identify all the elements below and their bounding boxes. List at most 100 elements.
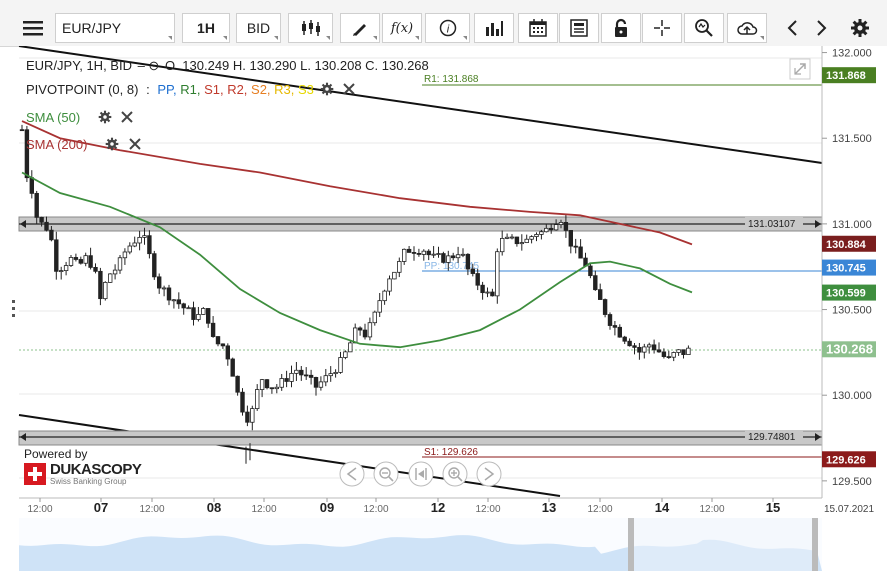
- gear-icon[interactable]: [105, 137, 119, 154]
- candle: [539, 229, 544, 240]
- close-icon[interactable]: [121, 111, 134, 126]
- drawing-pen-icon[interactable]: [340, 13, 380, 43]
- reset-zoom-icon[interactable]: [408, 461, 434, 487]
- upper-channel-line[interactable]: [18, 46, 823, 164]
- svg-text:130.268: 130.268: [826, 341, 873, 356]
- news-icon[interactable]: [559, 13, 599, 43]
- upper-band-label: 131.03107: [748, 219, 796, 230]
- hour-label: 12:00: [587, 504, 612, 515]
- candle: [578, 239, 583, 259]
- lock-icon[interactable]: [601, 13, 641, 43]
- pivot-legend[interactable]: PIVOTPOINT (0, 8) : PP, R1, S1, R2, S2, …: [26, 82, 355, 99]
- candle: [318, 376, 324, 391]
- time-axis: 12:00 07 12:00 08 12:00 09 12:00 12 12:00 13 12:00…: [27, 498, 780, 515]
- svg-text:130.599: 130.599: [826, 288, 866, 300]
- crosshair-icon[interactable]: [642, 13, 682, 43]
- hamburger-menu-icon[interactable]: [16, 13, 50, 43]
- price-tick-label: 129.500: [832, 476, 872, 488]
- ohlc-values: O. 130.249 H. 130.290 L. 130.208 C. 130.…: [164, 58, 429, 73]
- candle: [205, 308, 211, 328]
- close-icon[interactable]: [343, 83, 355, 98]
- candle: [549, 224, 554, 234]
- candle: [108, 273, 113, 283]
- instrument-selector[interactable]: EUR/JPY: [55, 13, 175, 43]
- zoom-icon[interactable]: [684, 13, 724, 43]
- timeframe-selector[interactable]: 1H: [182, 13, 230, 43]
- info-icon[interactable]: i: [425, 13, 470, 43]
- volume-bars-icon[interactable]: [474, 13, 514, 43]
- scroll-left-icon[interactable]: [339, 461, 365, 487]
- candle: [455, 246, 461, 264]
- price-side-selector[interactable]: BID: [236, 13, 281, 43]
- price-chart[interactable]: 131.03107 129.74801 R1: 131.868 PP: 130.…: [0, 46, 887, 571]
- lower-band-zone[interactable]: 129.74801: [18, 430, 823, 446]
- sma200-legend[interactable]: SMA (200): [26, 137, 141, 154]
- timeframe-label: 1H: [197, 20, 215, 36]
- candle: [127, 242, 132, 255]
- scroll-right-icon[interactable]: [476, 461, 502, 487]
- candle: [499, 230, 505, 256]
- settings-gear-icon[interactable]: [846, 13, 874, 43]
- candle: [294, 361, 299, 381]
- zoom-in-icon[interactable]: [442, 461, 468, 487]
- candle: [460, 248, 466, 258]
- gear-icon[interactable]: [98, 110, 112, 127]
- toolbar: EUR/JPY 1H BID f(x) i: [0, 0, 887, 47]
- function-fx-icon[interactable]: f(x): [382, 13, 422, 43]
- candlestick-type-icon[interactable]: [288, 13, 333, 43]
- quote-line: EUR/JPY, 1H, BID: [26, 58, 132, 73]
- candle: [441, 251, 446, 264]
- instrument-label: EUR/JPY: [62, 20, 122, 36]
- candle: [573, 238, 578, 254]
- candle: [333, 369, 338, 378]
- candle: [88, 247, 93, 270]
- candle: [284, 370, 289, 388]
- price-tick-label: 131.500: [832, 133, 872, 145]
- chevron-right-icon[interactable]: [808, 13, 834, 43]
- pivot-levels: PP, R1, S1, R2, S2, R3, S3: [157, 82, 317, 97]
- candle: [598, 283, 603, 300]
- dash-circle-icon: – ⊙: [137, 58, 160, 73]
- candle: [534, 232, 539, 242]
- candle: [122, 248, 128, 265]
- price-tag: 130.745: [822, 259, 876, 276]
- lower-channel-line[interactable]: [18, 414, 561, 497]
- drag-handle-icon[interactable]: [12, 300, 15, 317]
- expand-chart-icon[interactable]: [789, 58, 811, 80]
- candle: [514, 236, 520, 247]
- candle: [377, 292, 382, 318]
- zoom-out-icon[interactable]: [373, 461, 399, 487]
- candle: [264, 379, 270, 390]
- r1-pivot-label: R1: 131.868: [424, 74, 479, 85]
- candle: [303, 367, 309, 380]
- candle: [397, 257, 402, 278]
- close-icon[interactable]: [128, 138, 141, 153]
- candles: [19, 124, 691, 464]
- price-tick-label: 130.500: [832, 305, 872, 317]
- sma50-line[interactable]: [21, 171, 693, 349]
- candle: [406, 245, 412, 253]
- candle: [142, 227, 147, 245]
- candle: [230, 357, 235, 377]
- candle: [313, 376, 319, 396]
- navigator-strip[interactable]: [19, 518, 822, 571]
- dukascopy-branding[interactable]: Powered by DUKASCOPY Swiss Banking Group: [24, 447, 154, 486]
- cloud-upload-icon[interactable]: [727, 13, 767, 43]
- candle: [137, 230, 142, 251]
- calendar-icon[interactable]: [518, 13, 558, 43]
- gear-icon[interactable]: [320, 82, 334, 99]
- candle: [607, 312, 613, 330]
- candle: [519, 234, 524, 251]
- day-label: 08: [207, 500, 221, 515]
- candle: [274, 384, 279, 394]
- candle: [132, 236, 137, 248]
- pivot-level-label: R3,: [274, 82, 298, 97]
- candle: [240, 388, 245, 416]
- sma50-legend[interactable]: SMA (50): [26, 110, 134, 127]
- candle: [63, 261, 69, 276]
- sma200-label: SMA (200): [26, 137, 88, 152]
- price-tick-label: 130.000: [832, 390, 872, 402]
- chevron-left-icon[interactable]: [780, 13, 806, 43]
- sma200-line[interactable]: [21, 120, 693, 246]
- candle: [59, 266, 64, 280]
